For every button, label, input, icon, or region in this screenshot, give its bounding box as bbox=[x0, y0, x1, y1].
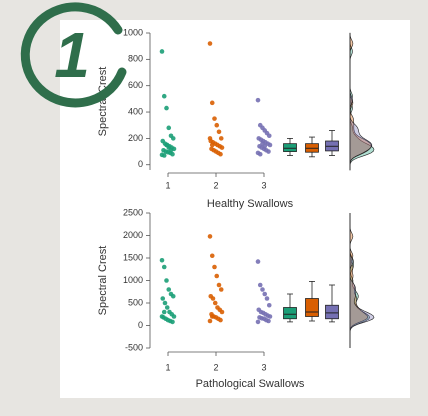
x-tick-label: 1 bbox=[165, 362, 170, 372]
badge-ring bbox=[20, 2, 127, 108]
point bbox=[209, 100, 215, 106]
point bbox=[171, 314, 177, 319]
x-tick-label: 3 bbox=[261, 180, 266, 190]
y-tick-label: 0 bbox=[138, 159, 143, 169]
point bbox=[159, 314, 165, 319]
y-tick-label: 2000 bbox=[123, 230, 143, 240]
point bbox=[255, 97, 261, 103]
point bbox=[218, 287, 224, 292]
point bbox=[207, 41, 213, 46]
y-tick-label: -500 bbox=[125, 342, 143, 352]
y-tick-label: 1000 bbox=[123, 27, 143, 37]
point bbox=[162, 300, 168, 306]
y-tick-label: 500 bbox=[128, 297, 143, 307]
point bbox=[218, 151, 223, 157]
point bbox=[262, 291, 268, 297]
point bbox=[161, 93, 167, 99]
point bbox=[267, 314, 273, 319]
point bbox=[266, 149, 271, 154]
point bbox=[170, 293, 176, 299]
y-tick-label: 1000 bbox=[123, 275, 143, 285]
density bbox=[349, 33, 373, 171]
x-axis-label: Healthy Swallows bbox=[207, 198, 294, 210]
point bbox=[209, 253, 215, 259]
point bbox=[212, 116, 217, 121]
density bbox=[349, 213, 375, 348]
y-tick-label: 1500 bbox=[123, 252, 143, 262]
point bbox=[218, 317, 223, 323]
point bbox=[209, 314, 215, 319]
y-axis-label: Spectral Crest bbox=[97, 67, 109, 137]
point bbox=[218, 136, 224, 141]
point bbox=[159, 257, 165, 263]
point bbox=[209, 142, 215, 148]
y-tick-label: 200 bbox=[128, 133, 143, 143]
point bbox=[159, 49, 165, 54]
x-axis-label: Pathological Swallows bbox=[196, 378, 305, 390]
point bbox=[216, 282, 222, 288]
point bbox=[216, 129, 222, 135]
point bbox=[255, 259, 261, 264]
box bbox=[305, 298, 319, 317]
x-tick-label: 3 bbox=[261, 362, 266, 372]
point bbox=[160, 296, 166, 301]
point bbox=[267, 142, 273, 148]
point bbox=[164, 305, 170, 310]
point bbox=[260, 287, 265, 292]
y-tick-label: 2500 bbox=[123, 207, 143, 217]
point bbox=[257, 151, 263, 157]
point bbox=[161, 153, 167, 158]
point bbox=[219, 309, 225, 315]
density bbox=[349, 33, 375, 171]
point bbox=[207, 136, 213, 141]
charts: 0 200 400 600 800 1000 1 2 3 Healthy Swallows Spec… bbox=[97, 27, 375, 390]
point bbox=[168, 147, 174, 153]
y-tick-label: 400 bbox=[128, 106, 143, 116]
point bbox=[219, 145, 225, 150]
y-axis-label: Spectral Crest bbox=[97, 246, 109, 316]
box bbox=[283, 307, 297, 320]
point bbox=[166, 287, 172, 292]
badge-number: 1 bbox=[54, 19, 90, 91]
point bbox=[212, 300, 218, 306]
x-tick-label: 2 bbox=[213, 362, 218, 372]
point bbox=[214, 273, 220, 279]
point bbox=[166, 125, 172, 131]
point bbox=[207, 234, 213, 239]
point bbox=[266, 133, 272, 139]
point bbox=[214, 122, 220, 128]
point bbox=[266, 302, 272, 308]
x-tick-label: 1 bbox=[165, 180, 170, 190]
point bbox=[210, 296, 216, 301]
point bbox=[170, 136, 176, 141]
point bbox=[161, 264, 167, 270]
point bbox=[161, 309, 167, 315]
point bbox=[207, 318, 213, 324]
box bbox=[283, 143, 297, 152]
density bbox=[349, 213, 369, 348]
y-tick-label: 0 bbox=[138, 320, 143, 330]
point bbox=[255, 319, 261, 325]
x-tick-label: 2 bbox=[213, 180, 218, 190]
badge: 1 bbox=[20, 2, 127, 108]
point bbox=[266, 318, 271, 324]
point bbox=[170, 151, 175, 157]
point bbox=[262, 143, 268, 149]
point bbox=[212, 264, 217, 270]
point bbox=[257, 282, 263, 288]
y-tick-label: 600 bbox=[128, 80, 143, 90]
point bbox=[164, 278, 169, 283]
point bbox=[264, 296, 270, 301]
y-tick-label: 800 bbox=[128, 54, 143, 64]
point bbox=[164, 105, 169, 111]
box bbox=[325, 304, 339, 320]
point bbox=[170, 319, 175, 325]
